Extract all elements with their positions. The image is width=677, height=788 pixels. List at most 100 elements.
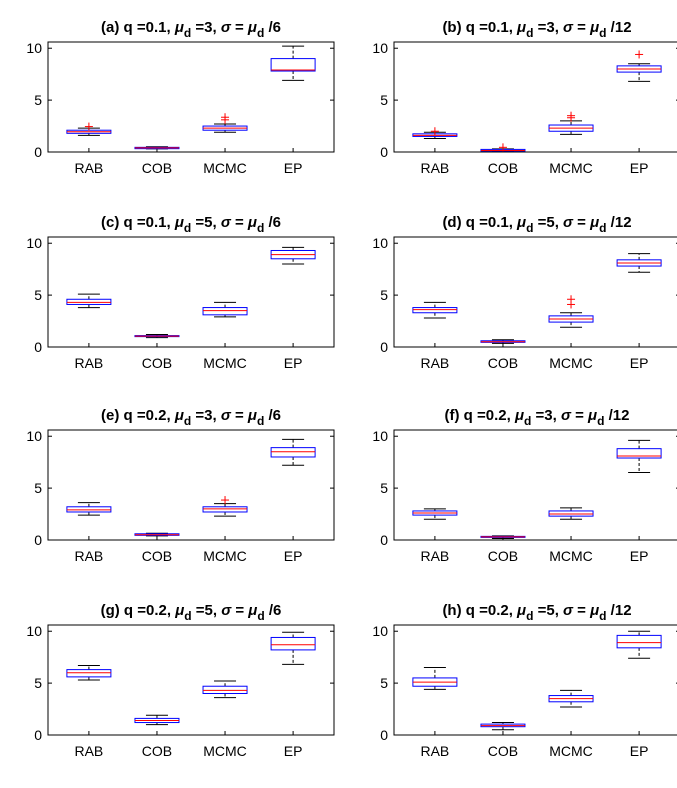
chart-panel: (e) q =0.2, μd =3, σ = μd /6 0 5 10 RAB COB MC… [26,407,335,564]
y-tick-label: 5 [380,92,388,108]
box-ep [270,246,316,265]
box-mcmc [548,689,594,708]
outlier-marker [430,127,439,136]
outlier-marker [567,111,576,120]
panel-title: (a) q =0.1, μd =3, σ = μd /6 [101,19,281,40]
x-tick-label: EP [284,160,303,176]
box-mcmc [548,507,594,520]
y-tick-label: 10 [26,235,42,251]
box-mcmc [202,680,248,699]
chart-panel: (b) q =0.1, μd =3, σ = μd /12 0 5 10 RAB COB M… [372,19,677,176]
panel-title: (h) q =0.2, μd =5, σ = μd /12 [442,602,631,623]
axes-frame [393,624,677,736]
axes-frame [393,236,677,348]
box-cob [134,334,180,339]
y-tick-label: 0 [380,144,388,160]
box-mcmc [202,113,248,133]
y-tick-label: 10 [26,40,42,56]
axes-frame [47,236,335,348]
y-tick-label: 5 [34,480,42,496]
y-tick-label: 5 [34,287,42,303]
x-tick-label: RAB [420,743,449,759]
box-mcmc [548,295,594,328]
iqr-box [202,685,248,694]
x-tick-label: RAB [420,160,449,176]
panel-title: (f) q =0.2, μd =3, σ = μd /12 [445,407,630,428]
y-tick-label: 10 [372,428,388,444]
box-rab [412,127,458,140]
box-cob [480,339,526,344]
outlier-marker [635,50,644,59]
iqr-box [66,506,112,513]
chart-panel: (g) q =0.2, μd =5, σ = μd /6 0 5 10 RAB COB MC… [26,602,335,759]
x-tick-label: COB [142,548,172,564]
panel-title: (c) q =0.1, μd =5, σ = μd /6 [101,214,281,235]
box-mcmc [202,496,248,517]
box-rab [66,122,112,136]
x-tick-label: MCMC [549,355,593,371]
panel-title: (e) q =0.2, μd =3, σ = μd /6 [101,407,281,428]
y-tick-label: 0 [34,339,42,355]
chart-panel: (f) q =0.2, μd =3, σ = μd /12 0 5 10 RAB COB M… [372,407,677,564]
x-tick-label: RAB [420,548,449,564]
box-cob [134,532,180,537]
x-tick-label: COB [142,743,172,759]
axes-frame [47,624,335,736]
y-tick-label: 5 [380,675,388,691]
x-tick-label: COB [142,355,172,371]
y-tick-label: 5 [34,92,42,108]
y-tick-label: 0 [380,532,388,548]
y-tick-label: 5 [34,675,42,691]
x-tick-label: MCMC [203,548,247,564]
y-tick-label: 0 [380,727,388,743]
y-tick-label: 0 [380,339,388,355]
outlier-marker [221,496,230,505]
box-mcmc [202,301,248,318]
box-rab [412,508,458,520]
x-tick-label: COB [488,160,518,176]
box-ep [270,45,316,81]
box-ep [616,50,662,82]
y-tick-label: 0 [34,727,42,743]
box-rab [66,502,112,516]
iqr-box [66,669,112,678]
iqr-box [66,298,112,305]
iqr-box [412,307,458,314]
iqr-box [548,510,594,517]
y-tick-label: 10 [372,235,388,251]
box-ep [616,630,662,659]
x-tick-label: MCMC [203,743,247,759]
box-cob [480,535,526,539]
x-tick-label: MCMC [549,743,593,759]
box-cob [134,714,180,726]
axes-frame [393,41,677,153]
x-tick-label: EP [630,160,649,176]
axes-frame [47,41,335,153]
x-tick-label: MCMC [549,548,593,564]
iqr-box [270,636,316,651]
box-rab [66,664,112,681]
outlier-marker [84,122,93,131]
axes-frame [393,429,677,541]
x-tick-label: COB [488,548,518,564]
box-rab [412,301,458,319]
x-tick-label: COB [488,355,518,371]
box-mcmc [548,111,594,135]
outlier-marker [498,143,507,152]
chart-panel: (h) q =0.2, μd =5, σ = μd /12 0 5 10 RAB COB M… [372,602,677,759]
box-rab [66,293,112,309]
y-tick-label: 5 [380,480,388,496]
y-tick-label: 10 [26,623,42,639]
y-tick-label: 0 [34,144,42,160]
outlier-marker [567,295,576,304]
x-tick-label: EP [284,743,303,759]
x-tick-label: RAB [74,743,103,759]
panel-title: (d) q =0.1, μd =5, σ = μd /12 [442,214,631,235]
iqr-box [270,447,316,458]
box-ep [616,253,662,273]
y-tick-label: 10 [372,623,388,639]
box-cob [480,722,526,731]
box-rab [412,667,458,690]
panel-title: (g) q =0.2, μd =5, σ = μd /6 [101,602,282,623]
